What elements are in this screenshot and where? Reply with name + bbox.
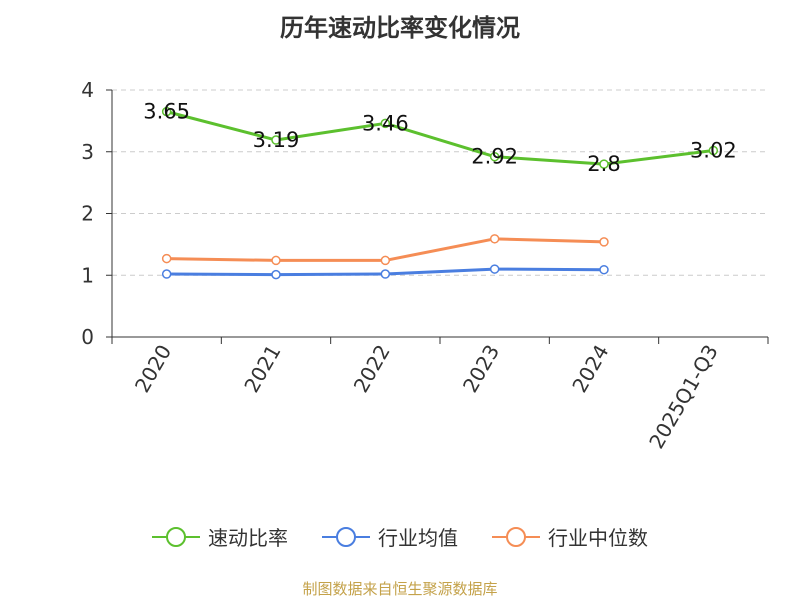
data-label: 3.19 [253,128,300,152]
data-point-series-1 [599,264,609,275]
data-point-series-1 [380,269,391,279]
legend-label-industry-mean: 行业均值 [378,526,458,550]
data-label: 3.46 [362,111,409,135]
x-tick-label: 2024 [567,341,613,397]
legend-item-industry-mean[interactable]: 行业均值 [322,522,458,551]
data-point-series-2 [380,255,391,266]
data-point-series-2 [161,253,172,264]
data-label: 2.92 [471,145,518,169]
data-label: 2.8 [587,152,620,176]
data-label: 3.65 [143,100,190,124]
legend-swatch-industry-median [492,526,540,547]
series-line-0 [166,110,714,166]
y-tick-label: 2 [81,202,94,226]
legend-label-quick-ratio: 速动比率 [208,526,288,550]
data-point-series-1 [161,269,172,279]
x-tick-label: 2020 [130,341,176,397]
legend: 速动比率 行业均值 行业中位数 [0,522,800,551]
data-point-series-2 [271,255,281,266]
data-point-series-0 [708,145,719,156]
y-tick-label: 4 [81,78,94,102]
data-point-series-0 [161,106,172,117]
x-tick-label: 2021 [239,341,285,397]
legend-label-industry-median: 行业中位数 [548,526,648,550]
x-tick-label: 2025Q1-Q3 [644,341,723,453]
data-label: 3.02 [690,139,737,163]
data-point-series-0 [599,159,609,169]
data-point-series-1 [489,264,500,274]
y-tick-label: 1 [81,263,94,287]
data-point-series-0 [380,118,391,129]
chart-title: 历年速动比率变化情况 [280,14,520,42]
source-note: 制图数据来自恒生聚源数据库 [302,580,498,598]
x-tick-label: 2022 [349,341,395,397]
data-point-series-0 [489,151,500,162]
legend-swatch-industry-mean [322,526,370,547]
legend-item-industry-median[interactable]: 行业中位数 [492,522,648,551]
legend-item-quick-ratio[interactable]: 速动比率 [152,522,288,551]
data-point-series-2 [599,237,609,247]
y-tick-label: 3 [81,140,94,164]
data-point-series-1 [271,269,281,280]
legend-swatch-quick-ratio [152,526,200,547]
data-point-series-2 [489,234,500,244]
data-point-series-0 [271,135,281,145]
x-tick-label: 2023 [458,340,504,396]
y-tick-label: 0 [81,325,94,349]
